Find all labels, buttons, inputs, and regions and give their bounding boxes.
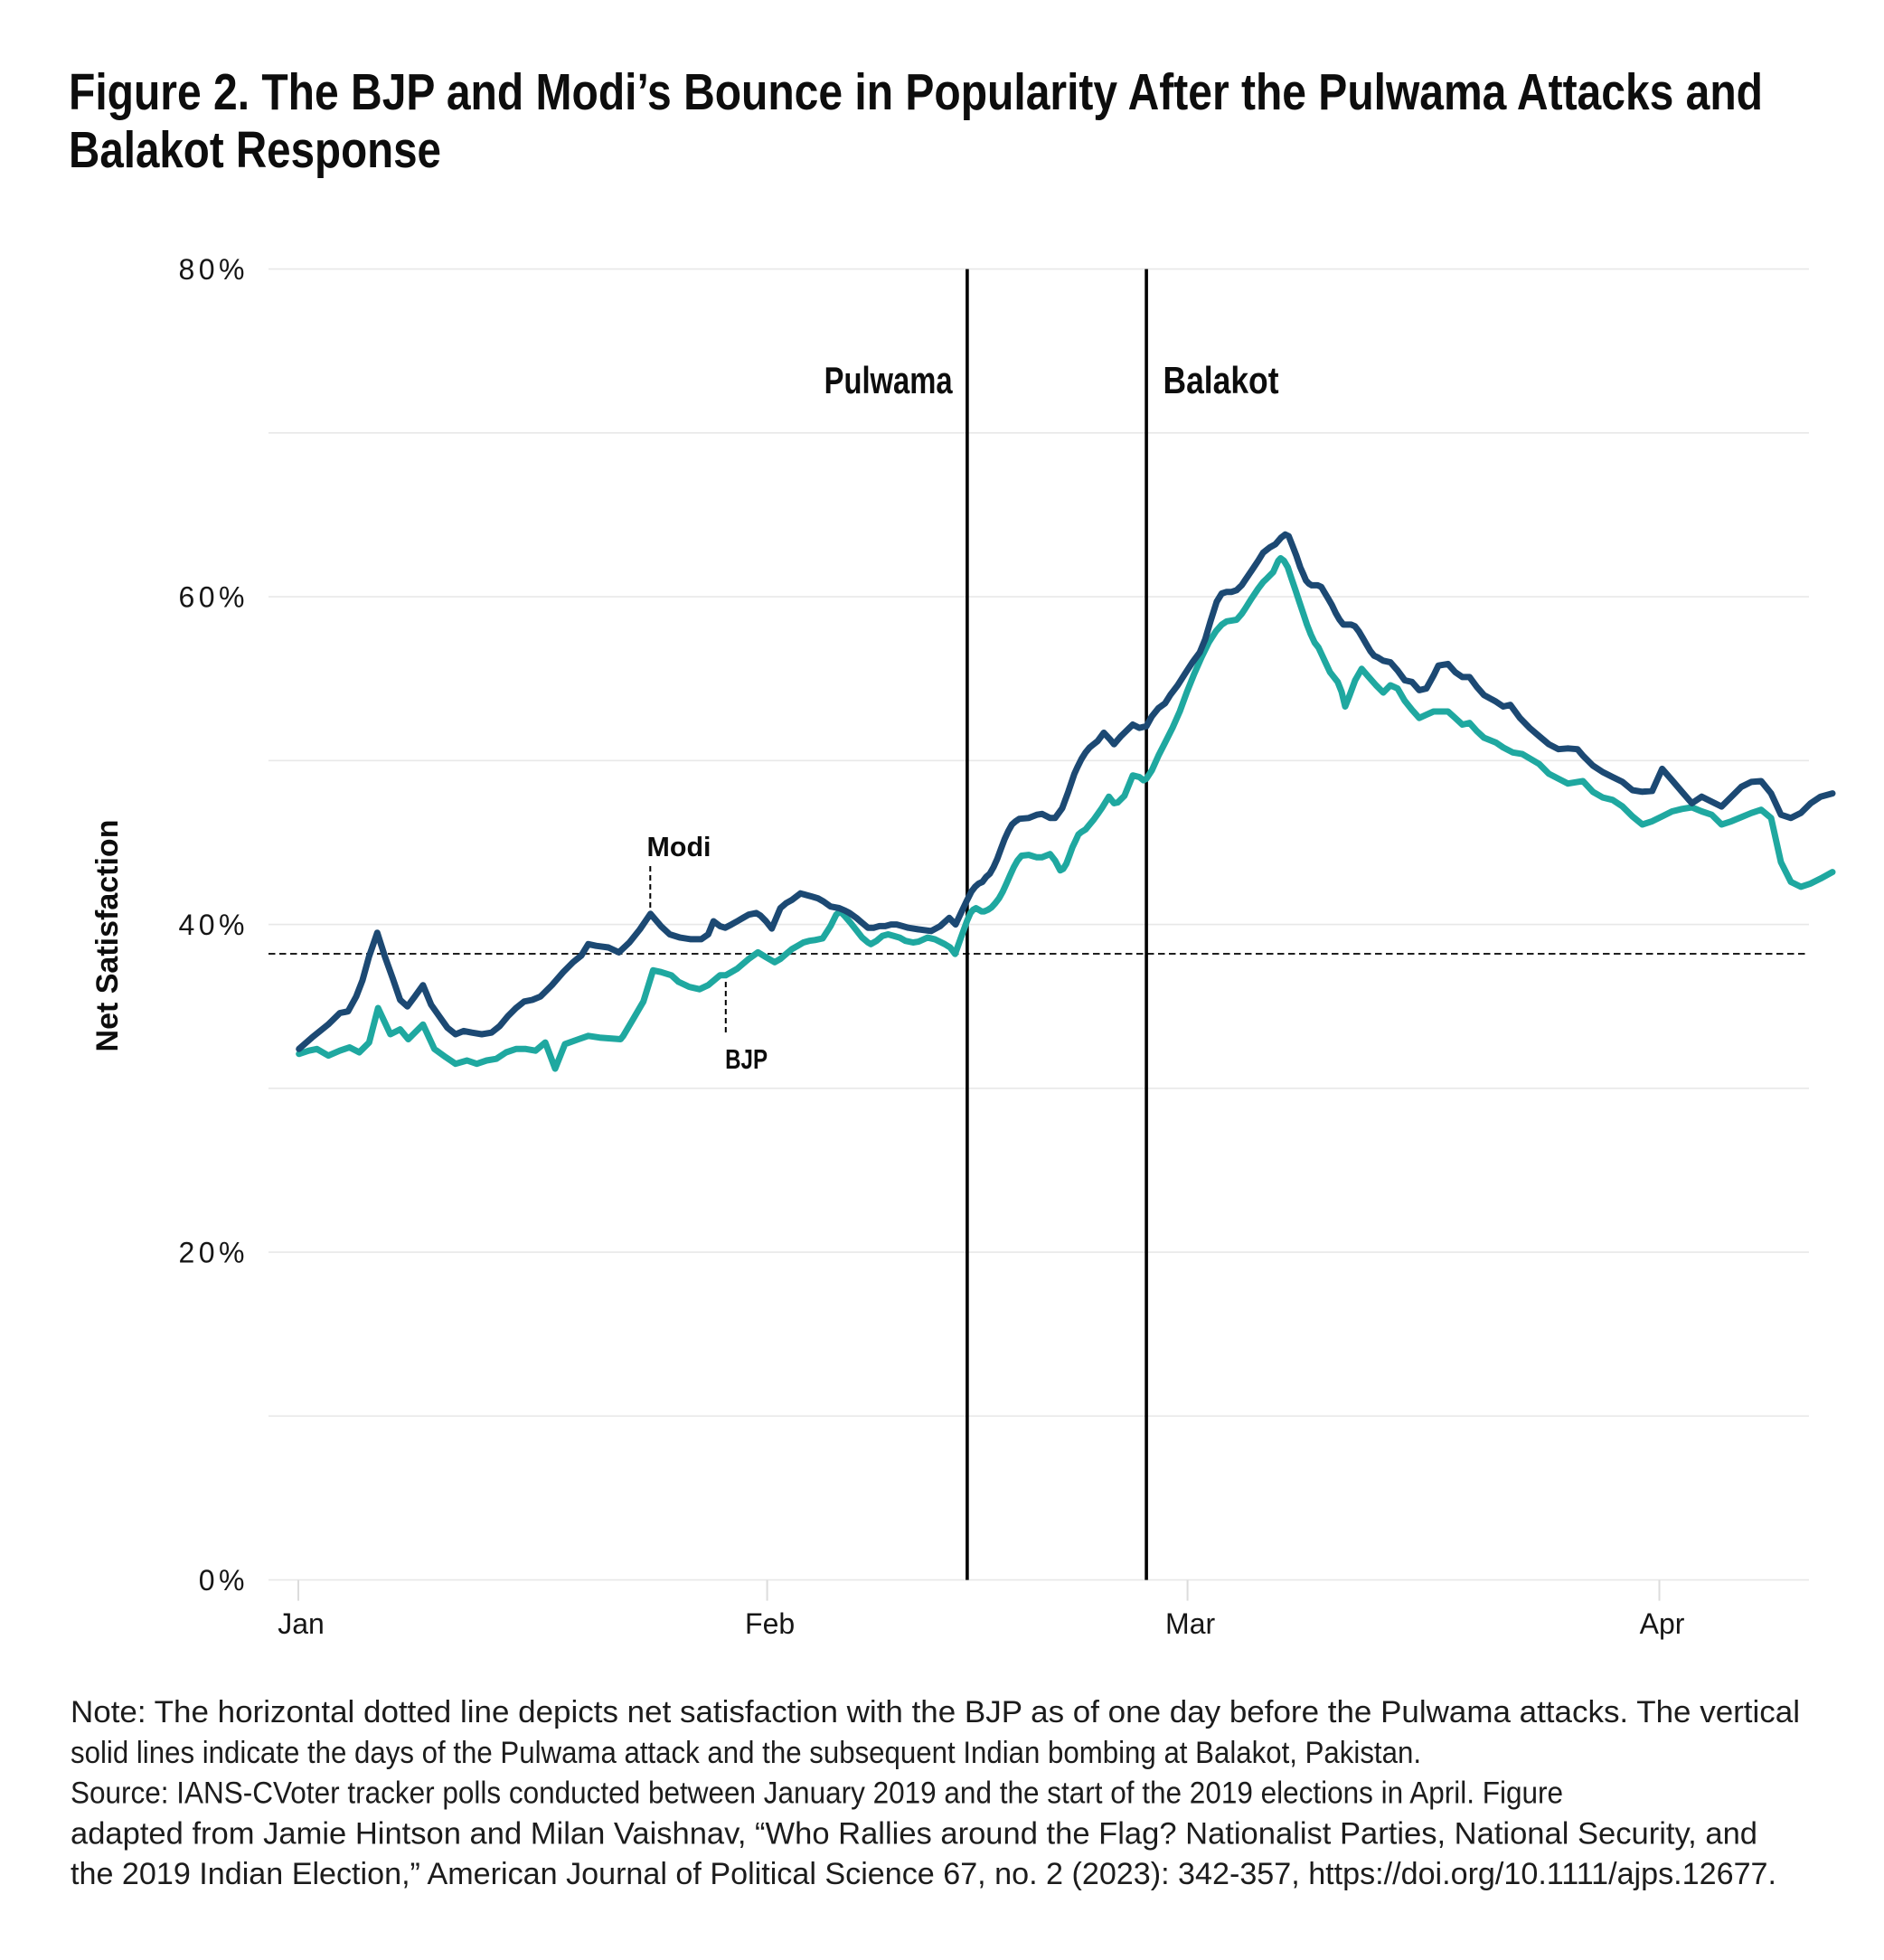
svg-text:Balakot: Balakot	[1163, 359, 1279, 401]
svg-text:Jan: Jan	[278, 1607, 325, 1640]
svg-text:Apr: Apr	[1640, 1607, 1685, 1640]
svg-text:60%: 60%	[178, 581, 249, 614]
svg-text:Net Satisfaction: Net Satisfaction	[90, 820, 125, 1052]
svg-text:Source: IANS-CVoter tracker po: Source: IANS-CVoter tracker polls conduc…	[71, 1776, 1563, 1811]
svg-text:20%: 20%	[178, 1237, 249, 1269]
svg-text:Figure 2. The BJP and Modi’s B: Figure 2. The BJP and Modi’s Bounce in P…	[69, 63, 1763, 121]
svg-text:BJP: BJP	[725, 1043, 768, 1075]
svg-text:40%: 40%	[178, 909, 249, 941]
svg-text:Note: The horizontal dotted li: Note: The horizontal dotted line depicts…	[71, 1695, 1800, 1729]
svg-text:0%: 0%	[199, 1564, 249, 1597]
svg-text:solid lines indicate the days: solid lines indicate the days of the Pul…	[71, 1736, 1421, 1770]
svg-text:Balakot Response: Balakot Response	[69, 121, 441, 179]
svg-text:Mar: Mar	[1165, 1607, 1215, 1640]
svg-text:Modi: Modi	[647, 831, 711, 862]
svg-text:Pulwama: Pulwama	[824, 359, 953, 401]
svg-text:the 2019 Indian Election,” Ame: the 2019 Indian Election,” American Jour…	[71, 1857, 1776, 1891]
svg-text:Feb: Feb	[745, 1607, 795, 1640]
svg-text:adapted from Jamie Hintson and: adapted from Jamie Hintson and Milan Vai…	[71, 1816, 1757, 1851]
svg-text:80%: 80%	[178, 253, 249, 286]
